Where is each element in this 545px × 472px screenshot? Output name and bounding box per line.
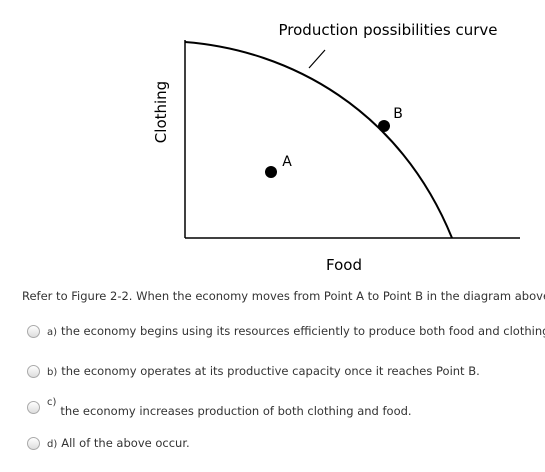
y-axis-label: Clothing xyxy=(152,81,170,143)
option-letter: d) xyxy=(47,439,58,450)
figure: Production possibilities curve B A Cloth… xyxy=(150,0,520,276)
option-text: All of the above occur. xyxy=(61,436,190,450)
radio[interactable] xyxy=(27,365,40,378)
option-text: the economy begins using its resources e… xyxy=(61,324,545,338)
radio[interactable] xyxy=(27,401,40,414)
option-text: the economy increases production of both… xyxy=(60,404,412,418)
ppc-curve xyxy=(184,41,453,239)
point-label: A xyxy=(282,154,292,170)
point-label: B xyxy=(393,106,403,122)
option[interactable]: b) the economy operates at its productive… xyxy=(27,364,480,378)
radio[interactable] xyxy=(27,437,40,450)
point-b xyxy=(378,120,390,132)
figure-bg xyxy=(150,0,520,276)
option-text: the economy operates at its productive c… xyxy=(61,364,480,378)
option-letter: b) xyxy=(47,367,58,378)
option-letter: a) xyxy=(47,327,58,338)
question: Refer to Figure 2-2. When the economy mo… xyxy=(22,289,545,303)
radio[interactable] xyxy=(27,325,40,338)
curve-label: Production possibilities curve xyxy=(279,21,498,39)
point-a xyxy=(265,166,277,178)
leader-line xyxy=(308,49,326,69)
option[interactable]: d) All of the above occur. xyxy=(27,436,190,450)
option[interactable]: c)the economy increases production of bo… xyxy=(27,397,412,418)
option[interactable]: a) the economy begins using its resources… xyxy=(27,324,545,338)
option-letter: c) xyxy=(47,397,57,408)
x-axis-label: Food xyxy=(326,256,362,274)
